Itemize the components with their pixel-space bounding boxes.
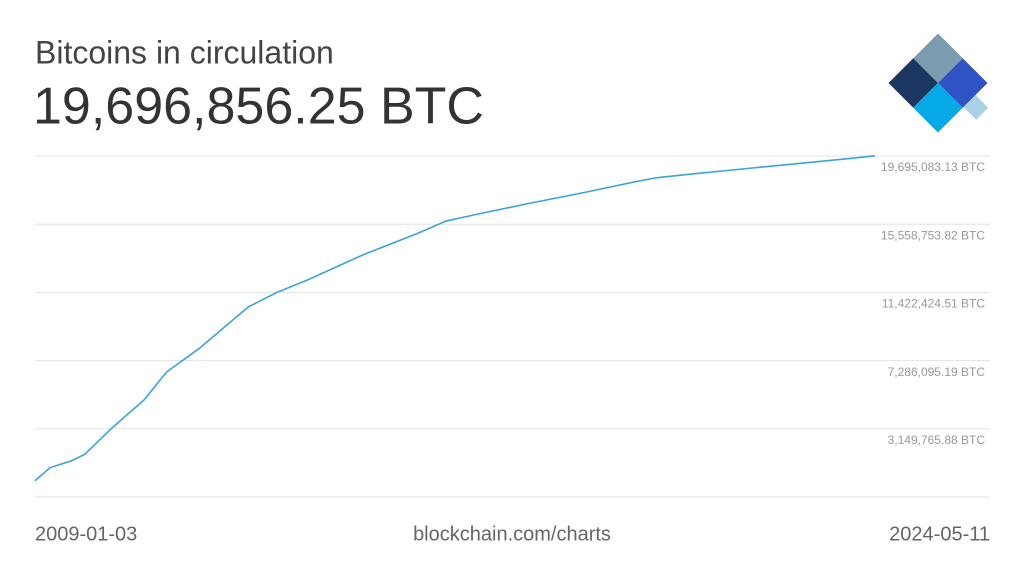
chart-title: Bitcoins in circulation: [35, 34, 334, 70]
logo-tile: [963, 95, 989, 120]
current-value: 19,696,856.25 BTC: [33, 78, 484, 136]
logo-tile: [888, 58, 938, 108]
y-tick-label: 15,558,753.82 BTC: [881, 228, 985, 242]
data-line: [34, 155, 876, 482]
x-tick-label: 2024-05-11: [889, 523, 990, 545]
y-tick-label: 3,149,765.88 BTC: [888, 433, 986, 447]
y-tick-label: 7,286,095.19 BTC: [888, 365, 986, 379]
x-tick-label: 2009-01-03: [35, 523, 137, 545]
y-tick-label: 19,695,083.13 BTC: [881, 160, 985, 174]
y-tick-label: 11,422,424.51 BTC: [882, 297, 986, 311]
source: blockchain.com/charts: [413, 523, 611, 545]
